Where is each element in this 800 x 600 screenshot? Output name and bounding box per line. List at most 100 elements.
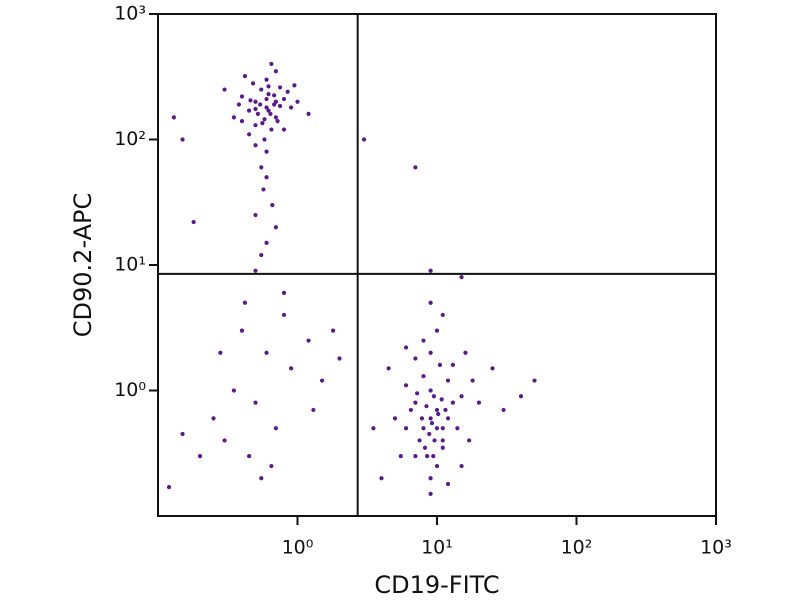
data-point	[264, 77, 269, 82]
data-point	[501, 407, 506, 413]
data-point	[273, 115, 278, 120]
data-point	[459, 394, 464, 399]
data-point	[180, 137, 185, 142]
data-point	[428, 491, 433, 497]
data-point	[403, 345, 409, 350]
x-tick-label: 10⁰	[282, 537, 314, 559]
data-point	[242, 300, 248, 305]
y-axis-label: CD90.2-APC	[69, 193, 97, 337]
data-point	[259, 87, 264, 92]
data-point	[437, 362, 443, 367]
y-tick-label: 10⁰	[114, 379, 146, 401]
data-point	[239, 328, 245, 333]
y-tick-label: 10³	[114, 3, 146, 25]
data-point	[450, 362, 455, 367]
data-point	[429, 420, 435, 426]
data-point	[264, 240, 269, 246]
data-point	[398, 454, 403, 459]
data-point	[532, 378, 537, 383]
data-point	[222, 87, 227, 92]
data-point	[445, 378, 451, 383]
data-point	[270, 203, 275, 208]
data-point	[427, 431, 432, 437]
data-point	[292, 83, 297, 88]
data-point	[450, 400, 455, 405]
data-point	[421, 426, 426, 431]
data-point	[277, 103, 283, 109]
data-point	[266, 108, 271, 113]
data-point	[311, 407, 316, 413]
data-point	[253, 99, 258, 104]
data-point	[273, 225, 278, 230]
data-point	[269, 127, 274, 132]
data-point	[171, 115, 176, 120]
data-point	[455, 426, 460, 431]
data-point	[379, 476, 384, 481]
data-point	[250, 81, 256, 86]
data-point	[197, 454, 203, 459]
data-point	[264, 105, 269, 110]
data-point	[231, 388, 236, 393]
data-point	[413, 165, 418, 170]
data-point	[413, 356, 418, 361]
data-point	[258, 102, 263, 107]
data-point	[403, 426, 409, 431]
data-point	[281, 127, 287, 132]
data-point	[248, 98, 253, 103]
data-point	[273, 69, 278, 74]
data-point	[419, 416, 425, 421]
data-point	[371, 426, 376, 431]
data-point	[428, 268, 433, 273]
data-point	[247, 454, 252, 459]
data-point	[428, 388, 433, 393]
data-point	[440, 426, 445, 431]
data-point	[236, 102, 241, 107]
data-point	[386, 366, 391, 371]
data-point	[262, 117, 267, 122]
data-point	[445, 416, 451, 421]
plot-frame	[157, 13, 717, 517]
data-point	[269, 463, 274, 469]
data-point	[445, 481, 451, 487]
data-point	[443, 407, 448, 413]
data-point	[255, 111, 260, 116]
data-point	[431, 454, 436, 459]
data-point	[266, 92, 271, 97]
data-point	[289, 366, 294, 371]
data-point	[421, 338, 426, 343]
data-point	[440, 312, 445, 318]
data-point	[253, 212, 258, 218]
data-point	[428, 350, 433, 355]
data-point	[476, 400, 482, 405]
data-point	[434, 328, 440, 333]
data-point	[424, 404, 429, 409]
y-tick-label: 10¹	[114, 254, 146, 276]
data-point	[262, 137, 267, 142]
x-tick-label: 10²	[561, 537, 593, 559]
data-point	[319, 378, 325, 383]
data-point	[211, 416, 216, 421]
data-point	[470, 378, 475, 383]
data-point	[392, 416, 398, 421]
data-point	[259, 165, 264, 170]
data-point	[222, 438, 227, 443]
data-point	[434, 407, 440, 413]
data-point	[434, 463, 440, 469]
data-point	[361, 137, 367, 142]
data-point	[281, 312, 287, 318]
data-point	[166, 484, 172, 490]
data-point	[518, 394, 524, 399]
data-point	[428, 300, 433, 305]
data-point	[264, 96, 269, 102]
data-point	[428, 476, 433, 481]
data-point	[239, 119, 245, 124]
x-tick-label: 10³	[700, 537, 732, 559]
data-point	[459, 463, 464, 469]
data-point	[253, 143, 258, 148]
data-point	[269, 61, 274, 67]
data-point	[417, 438, 422, 443]
data-point	[253, 268, 258, 273]
data-point	[490, 366, 495, 371]
data-point	[191, 219, 196, 225]
